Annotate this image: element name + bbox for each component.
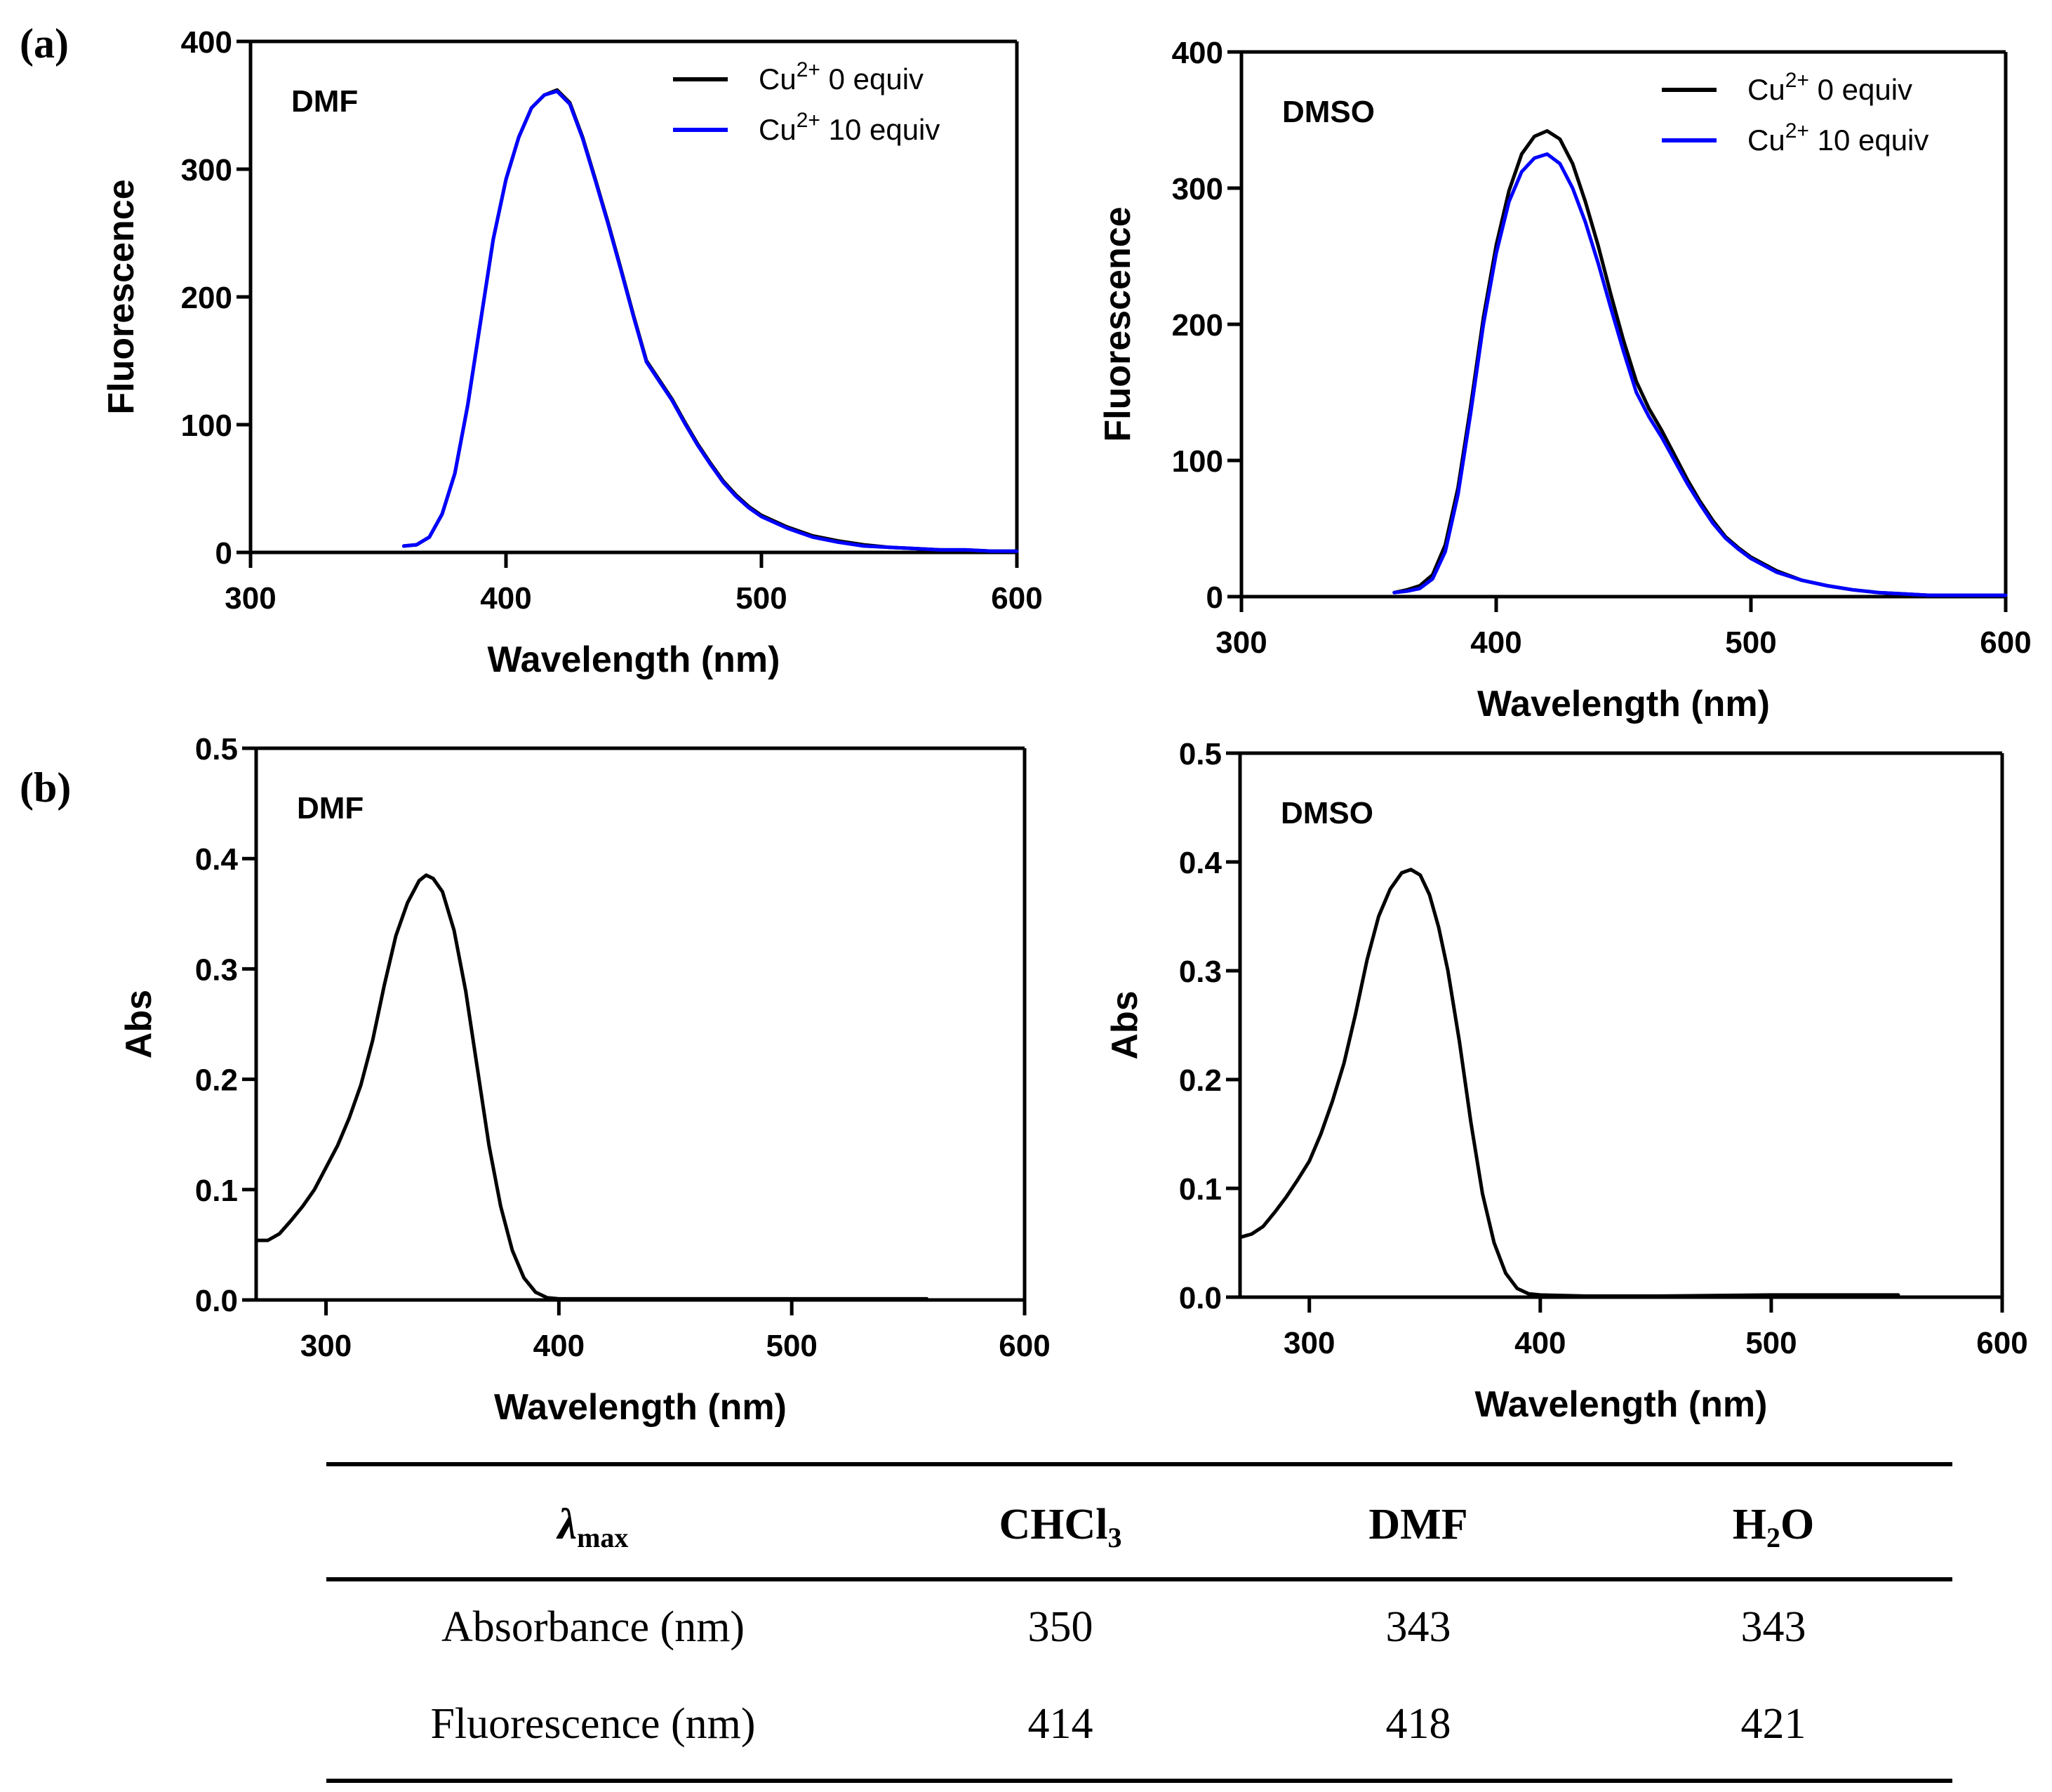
y-tick-label: 0	[215, 536, 232, 571]
series-line-cu-10-equiv	[1392, 152, 2008, 597]
x-tick-label: 300	[300, 1329, 352, 1363]
y-axis-title: Fluorescence	[1098, 206, 1138, 442]
header-subscript: 2	[1766, 1522, 1780, 1553]
header-subscript: 3	[1108, 1522, 1122, 1553]
x-axis-title: Wavelength (nm)	[1475, 1384, 1768, 1425]
y-axis-title: Abs	[119, 990, 159, 1058]
y-tick-label: 0.3	[1179, 955, 1222, 989]
solvent-label: DMSO	[1282, 95, 1375, 129]
y-tick-label: 0.3	[195, 953, 238, 987]
x-tick-label: 600	[1976, 1326, 2027, 1360]
series-line-cu-0-equiv	[401, 88, 1019, 553]
chart-absorbance-dmf: 0.0 0.1 0.2 0.3 0.4 0.5 300 400 500 600 Wavelength…	[119, 732, 1051, 1428]
lambda-symbol: λ	[556, 1501, 578, 1548]
cell-absorbance-h2o: 343	[1741, 1603, 1806, 1651]
legend-entry-label: Cu2+ 0 equiv	[759, 58, 924, 95]
lambda-subscript: max	[577, 1522, 628, 1553]
row-label-absorbance: Absorbance (nm)	[441, 1603, 745, 1651]
x-tick-label: 300	[225, 581, 276, 616]
solvent-label: DMSO	[1281, 796, 1373, 830]
y-axis-title: Fluorescence	[101, 179, 142, 414]
chart-fluorescence-dmso: 0 100 200 300 400 300 400 500 600 Wavelength (nm)…	[1098, 36, 2032, 724]
x-tick-label: 600	[991, 581, 1042, 616]
panel-label-b: (b)	[20, 764, 71, 811]
table-header-chcl3: CHCl3	[999, 1501, 1122, 1553]
table-row: Absorbance (nm) 350 343 343	[441, 1603, 1806, 1651]
chart-fluorescence-dmf: 0 100 200 300 400 300 400 500 600 Wavelength (nm)…	[101, 25, 1043, 680]
panel-label-a: (a)	[20, 20, 69, 67]
x-tick-label: 300	[1215, 625, 1267, 660]
cell-fluorescence-chcl3: 414	[1028, 1700, 1093, 1748]
y-tick-label: 300	[1172, 172, 1223, 206]
y-tick-label: 400	[1172, 36, 1223, 70]
x-tick-label: 500	[1745, 1326, 1797, 1360]
x-tick-label: 600	[1980, 625, 2031, 660]
y-axis-title: Abs	[1105, 990, 1145, 1059]
y-tick-label: 300	[181, 153, 232, 187]
y-tick-label: 200	[1172, 308, 1223, 343]
legend-entry-label: Cu2+ 10 equiv	[759, 109, 940, 146]
header-main: H	[1733, 1501, 1766, 1548]
row-label-fluorescence: Fluorescence (nm)	[430, 1700, 755, 1748]
y-tick-label: 0.5	[195, 732, 238, 766]
lambda-max-table: λmax CHCl3 DMF H2O Absorbance (nm) 350 3…	[326, 1462, 1952, 1783]
y-tick-label: 100	[1172, 444, 1223, 479]
table-header-lambda-max: λmax	[556, 1501, 629, 1553]
x-tick-label: 500	[735, 581, 787, 616]
series-line-cu-0-equiv	[1392, 129, 2008, 597]
x-tick-label: 400	[480, 581, 531, 616]
series-line-cu-0-equiv	[254, 873, 929, 1301]
y-tick-label: 400	[181, 25, 232, 60]
table-row: Fluorescence (nm) 414 418 421	[430, 1700, 1806, 1748]
y-tick-label: 200	[181, 281, 232, 315]
x-tick-label: 400	[1470, 625, 1521, 660]
x-axis-title: Wavelength (nm)	[488, 639, 780, 680]
cell-absorbance-chcl3: 350	[1028, 1603, 1093, 1651]
x-tick-label: 600	[999, 1329, 1050, 1363]
x-tick-label: 300	[1284, 1326, 1335, 1360]
y-tick-label: 0.1	[195, 1174, 238, 1208]
header-tail: O	[1780, 1501, 1814, 1548]
legend-entry-label: Cu2+ 0 equiv	[1747, 69, 1912, 106]
series-line-cu-0-equiv	[1238, 868, 1900, 1298]
x-tick-label: 500	[766, 1329, 817, 1363]
y-tick-label: 0.4	[195, 842, 239, 877]
y-tick-label: 0	[1206, 580, 1223, 615]
cell-fluorescence-h2o: 421	[1741, 1700, 1806, 1748]
table-header-dmf: DMF	[1368, 1501, 1467, 1548]
table-header-h2o: H2O	[1733, 1501, 1814, 1553]
y-tick-label: 0.1	[1179, 1172, 1222, 1207]
cell-fluorescence-dmf: 418	[1386, 1700, 1451, 1748]
y-tick-label: 0.0	[195, 1284, 238, 1318]
y-tick-label: 0.5	[1179, 737, 1222, 771]
y-tick-label: 0.0	[1179, 1281, 1222, 1315]
cell-absorbance-dmf: 343	[1386, 1603, 1451, 1651]
legend-entry-label: Cu2+ 10 equiv	[1747, 119, 1928, 157]
series-line-cu-10-equiv	[401, 89, 1019, 553]
x-tick-label: 500	[1725, 625, 1776, 660]
x-tick-label: 400	[1514, 1326, 1566, 1360]
x-axis-title: Wavelength (nm)	[1477, 684, 1770, 724]
y-tick-label: 100	[181, 409, 232, 443]
y-tick-label: 0.2	[195, 1063, 238, 1098]
y-tick-label: 0.2	[1179, 1063, 1222, 1098]
y-tick-label: 0.4	[1179, 846, 1222, 880]
chart-absorbance-dmso: 0.0 0.1 0.2 0.3 0.4 0.5 300 400 500 600 Wavelength…	[1105, 737, 2028, 1425]
solvent-label: DMF	[291, 84, 358, 119]
x-tick-label: 400	[533, 1329, 585, 1363]
x-axis-title: Wavelength (nm)	[494, 1387, 787, 1428]
solvent-label: DMF	[297, 791, 364, 825]
header-main: CHCl	[999, 1501, 1108, 1548]
